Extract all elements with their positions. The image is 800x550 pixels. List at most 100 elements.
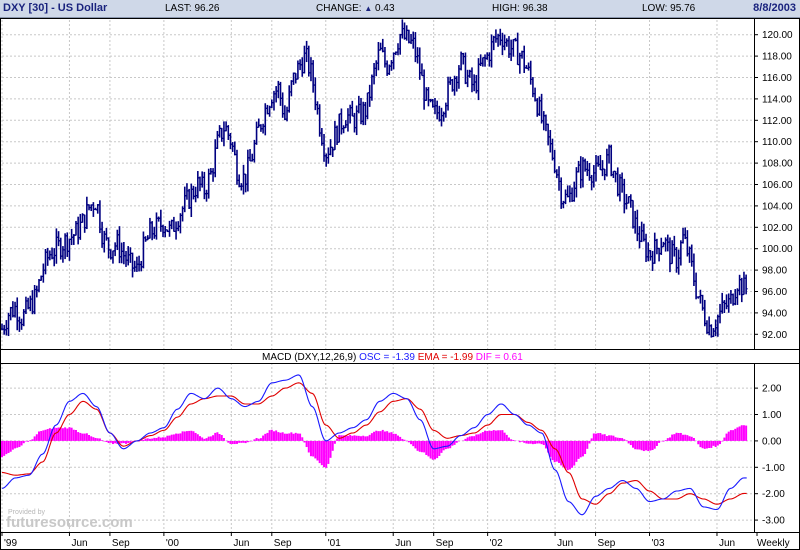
price-bar [30, 290, 34, 315]
symbol-title: DXY [30] - US Dollar [3, 2, 108, 14]
price-bar [15, 297, 19, 331]
price-bar [672, 235, 676, 257]
price-bar [544, 114, 548, 132]
x-tick-label: Jun [71, 538, 87, 549]
price-bar [368, 84, 372, 107]
price-bar [191, 185, 195, 200]
price-bar [640, 221, 644, 243]
price-bar [137, 255, 141, 272]
price-bar [283, 105, 287, 121]
price-bar [611, 170, 615, 179]
price-bar [326, 147, 330, 164]
price-bar [141, 231, 145, 269]
price-bar [52, 248, 56, 267]
price-bar [157, 216, 161, 222]
price-bar [392, 52, 396, 70]
price-bar [370, 74, 374, 101]
macd-ytick-label: -2.00 [762, 489, 785, 500]
price-bar [285, 106, 289, 122]
price-bar [718, 303, 722, 324]
price-bar [76, 216, 80, 245]
price-bar [9, 306, 13, 321]
price-bar [487, 52, 491, 67]
price-bar [694, 272, 698, 300]
price-bar [237, 174, 241, 188]
price-bar [7, 312, 11, 337]
price-bar [366, 92, 370, 120]
price-bar [516, 32, 520, 66]
price-ytick-label: 92.00 [762, 330, 787, 341]
price-bar [644, 233, 648, 263]
price-bars [0, 19, 748, 338]
price-bar [83, 214, 87, 233]
price-bar [150, 221, 154, 241]
price-bar [311, 60, 315, 93]
price-bar [265, 104, 269, 115]
price-bar [635, 209, 639, 242]
price-bar [148, 217, 152, 239]
price-bar [98, 200, 102, 234]
x-tick-label: '99 [4, 538, 17, 549]
price-bar [420, 63, 424, 77]
price-bar [581, 157, 585, 188]
x-tick-label: Sep [436, 538, 454, 549]
price-bar [276, 80, 280, 99]
price-bar [37, 278, 41, 293]
change-readout: CHANGE: ▲ 0.43 [316, 3, 395, 14]
price-bar [294, 72, 298, 84]
price-bar [655, 238, 659, 255]
low-readout: LOW: 95.76 [642, 3, 695, 14]
price-bar [11, 301, 15, 318]
price-bar [472, 74, 476, 92]
price-ytick-label: 104.00 [762, 201, 793, 212]
osc-line [1, 374, 747, 516]
price-bar [41, 263, 45, 283]
price-bar [564, 189, 568, 205]
price-bar [668, 237, 672, 273]
price-bar [505, 38, 509, 47]
price-bar [609, 144, 613, 177]
price-bar [651, 250, 655, 271]
price-bar [638, 226, 642, 249]
price-bar [738, 274, 742, 296]
high-label: HIGH: [492, 3, 520, 14]
high-value: 96.38 [522, 3, 548, 14]
price-bar [507, 36, 511, 58]
price-bar [729, 290, 733, 304]
price-bar [202, 171, 206, 200]
price-bar [131, 252, 135, 278]
price-bar [300, 57, 304, 77]
price-bar [727, 293, 731, 313]
price-bar [711, 328, 715, 338]
price-bar [152, 226, 156, 239]
price-bar [616, 167, 620, 197]
price-bar [648, 250, 652, 261]
price-bar [557, 166, 561, 191]
price-bar [333, 121, 337, 151]
price-bar [270, 99, 274, 109]
macd-ytick-label: 2.00 [762, 384, 782, 395]
price-bar [226, 125, 230, 140]
price-bar [403, 22, 407, 40]
price-bar [178, 213, 182, 234]
price-bar [740, 277, 744, 303]
price-bar [13, 301, 17, 318]
price-ytick-label: 96.00 [762, 287, 787, 298]
macd-ytick-label: 0.00 [762, 436, 782, 447]
price-ytick-label: 116.00 [762, 73, 792, 84]
x-axis: '99 Jun Sep '00 Jun Sep '01 Jun Sep '02 Jun Sep '03 J… [1, 532, 790, 549]
price-bar [172, 216, 176, 232]
price-bar [553, 149, 557, 174]
price-bar [455, 76, 459, 92]
price-bar [500, 32, 504, 56]
price-bar [65, 232, 69, 257]
price-ytick-label: 94.00 [762, 308, 787, 319]
price-bar [555, 169, 559, 179]
price-bar [720, 292, 724, 314]
price-bar [233, 141, 237, 156]
price-bar [422, 69, 426, 110]
change-label: CHANGE: [316, 3, 362, 14]
price-bar [274, 86, 278, 103]
price-bar [566, 185, 570, 198]
